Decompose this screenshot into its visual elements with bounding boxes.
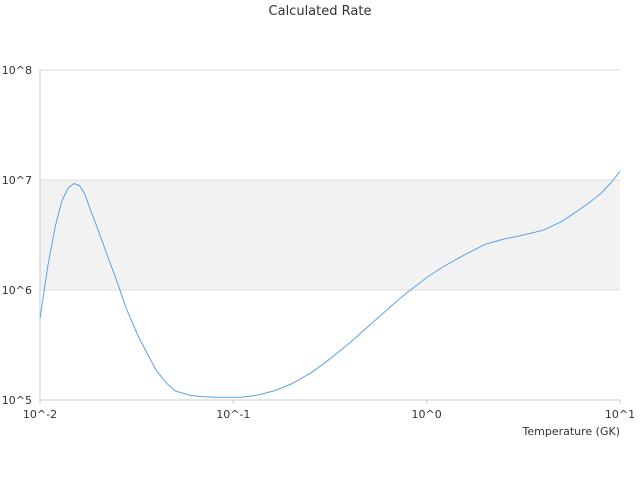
x-tick-label: 10^1	[605, 408, 635, 421]
chart-title: Calculated Rate	[268, 4, 372, 19]
y-tick-label: 10^6	[2, 284, 32, 297]
x-tick-label: 10^-2	[23, 408, 57, 421]
x-axis-title: Temperature (GK)	[522, 425, 621, 438]
y-tick-label: 10^5	[2, 394, 32, 407]
series-line	[39, 170, 621, 398]
grid-band	[40, 180, 620, 290]
x-tick-label: 10^-1	[216, 408, 250, 421]
y-tick-label: 10^8	[2, 64, 32, 77]
y-tick-label: 10^7	[2, 174, 32, 187]
x-tick-label: 10^0	[412, 408, 442, 421]
